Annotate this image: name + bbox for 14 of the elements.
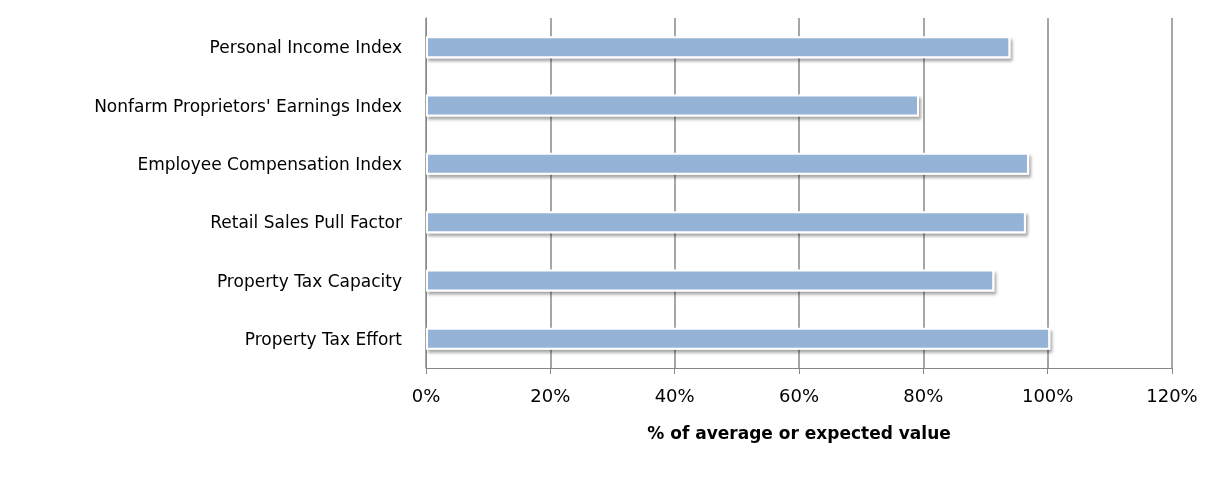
x-tick-label: 120% [1146, 384, 1198, 406]
x-tick-label: 100% [1021, 384, 1074, 406]
x-tick-label: 40% [654, 384, 695, 406]
y-tick-label: Property Tax Effort [244, 328, 403, 349]
y-tick-label: Personal Income Index [209, 37, 402, 58]
y-tick-label: Property Tax Capacity [216, 270, 402, 291]
x-tick-label: 0% [411, 384, 441, 406]
x-axis-title: % of average or expected value [647, 422, 951, 443]
y-tick-label: Retail Sales Pull Factor [210, 212, 402, 233]
x-tick-label: 20% [530, 384, 571, 406]
x-tick-label: 60% [778, 384, 820, 406]
x-tick-label: 80% [903, 384, 944, 406]
y-tick-label: Employee Compensation Index [137, 153, 402, 174]
y-tick-label: Nonfarm Proprietors' Earnings Index [94, 95, 402, 116]
